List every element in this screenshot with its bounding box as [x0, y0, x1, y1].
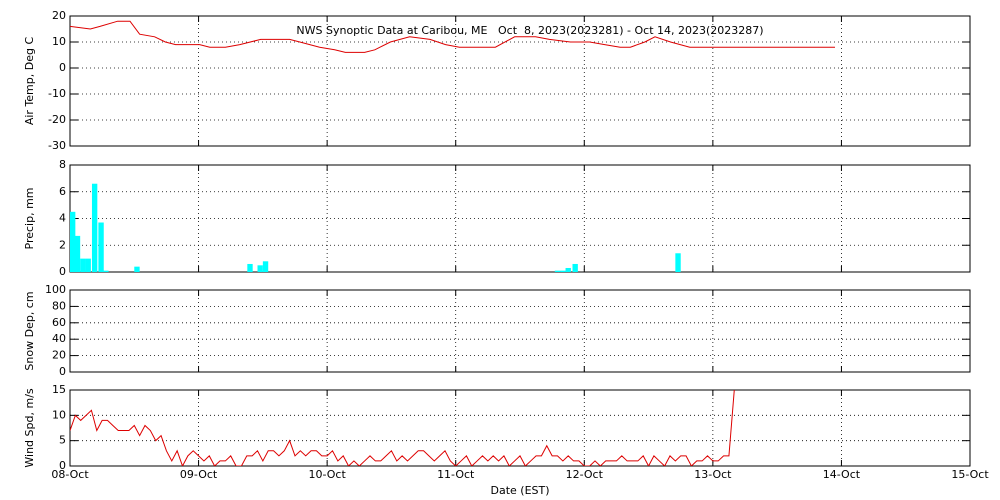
- y-tick-label: 20: [52, 349, 66, 362]
- bar: [554, 270, 561, 272]
- bar: [91, 183, 98, 272]
- y-tick-label: 100: [45, 283, 66, 296]
- y-axis-label: Precip, mm: [23, 188, 36, 250]
- x-tick-label: 15-Oct: [951, 468, 989, 481]
- data-line: [70, 20, 835, 53]
- bar: [572, 263, 578, 272]
- plot-frame: [69, 289, 971, 373]
- y-tick-label: 10: [52, 408, 66, 421]
- bar: [80, 258, 86, 272]
- bar: [85, 258, 91, 272]
- panel: -30 -20 -10 0 10 20 Air Temp, Deg C NWS Synopti…: [23, 9, 971, 152]
- y-tick-label: 60: [52, 316, 66, 329]
- bar: [565, 267, 571, 272]
- y-tick-label: 0: [59, 365, 66, 378]
- x-tick-label: 09-Oct: [180, 468, 218, 481]
- y-tick-label: 8: [59, 158, 66, 171]
- x-axis-label: Date (EST): [490, 484, 549, 497]
- y-axis-label: Snow Dep, cm: [23, 291, 36, 370]
- y-tick-label: 0: [59, 459, 66, 472]
- chart-title: NWS Synoptic Data at Caribou, ME Oct 8, …: [296, 24, 763, 37]
- y-tick-label: -30: [48, 139, 66, 152]
- y-tick-label: 5: [59, 434, 66, 447]
- data-line: [70, 390, 735, 466]
- panel: 0 2 4 6 8 Precip, mm: [23, 158, 971, 278]
- bar: [74, 235, 81, 272]
- bar: [134, 266, 140, 272]
- plot-frame: [69, 389, 971, 467]
- y-axis-label: Wind Spd, m/s: [23, 388, 36, 468]
- bar: [560, 270, 566, 272]
- panel: 0 20 40 60 80 100 Snow Dep, cm: [23, 283, 971, 378]
- y-tick-label: 80: [52, 299, 66, 312]
- y-tick-label: 0: [59, 61, 66, 74]
- plot-frame: [69, 15, 971, 147]
- x-tick-label: 12-Oct: [566, 468, 604, 481]
- bar: [70, 211, 76, 272]
- x-tick-label: 14-Oct: [823, 468, 861, 481]
- bar: [103, 270, 109, 272]
- y-tick-label: -20: [48, 113, 66, 126]
- panel: 0 5 10 15 08-Oct 09-Oct 10-Oct 11-Oct 12-Oct 13-O…: [23, 383, 989, 497]
- y-tick-label: 0: [59, 265, 66, 278]
- y-tick-label: 6: [59, 185, 66, 198]
- bar: [675, 253, 681, 272]
- y-tick-label: -10: [48, 87, 66, 100]
- y-tick-label: 4: [59, 212, 66, 225]
- x-tick-label: 10-Oct: [308, 468, 346, 481]
- y-axis-label: Air Temp, Deg C: [23, 37, 36, 126]
- x-tick-label: 13-Oct: [694, 468, 732, 481]
- y-tick-label: 10: [52, 35, 66, 48]
- bar: [247, 263, 253, 272]
- x-tick-label: 08-Oct: [51, 468, 89, 481]
- bar: [257, 265, 263, 272]
- bar: [262, 261, 269, 272]
- x-tick-label: 11-Oct: [437, 468, 475, 481]
- y-tick-label: 20: [52, 9, 66, 22]
- bar: [98, 222, 104, 272]
- y-tick-label: 15: [52, 383, 66, 396]
- y-tick-label: 2: [59, 238, 66, 251]
- y-tick-label: 40: [52, 332, 66, 345]
